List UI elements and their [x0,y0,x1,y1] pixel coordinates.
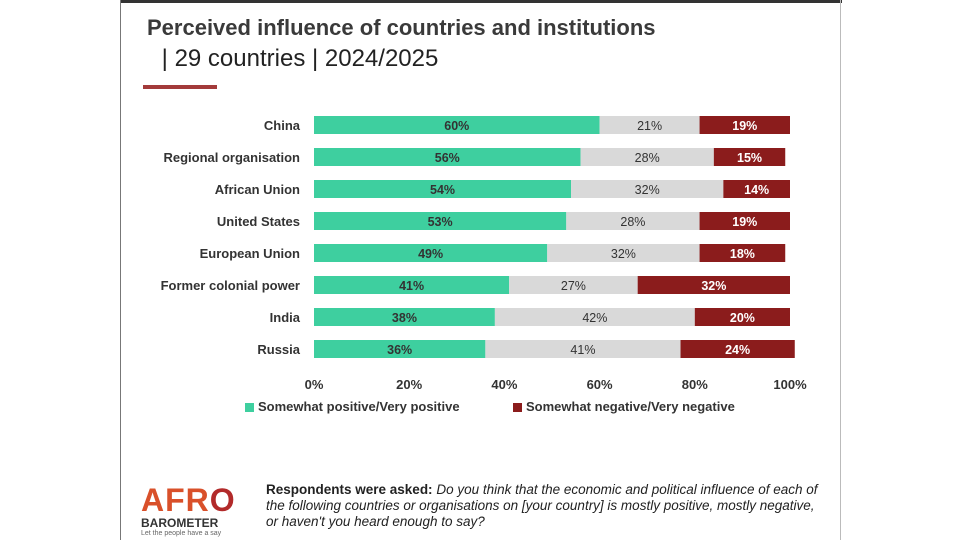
data-label: 14% [744,183,769,197]
bar-segment [699,244,786,262]
x-tick-label: 40% [491,377,517,392]
data-label: 19% [732,215,757,229]
category-label: India [270,310,301,325]
data-label: 21% [637,119,662,133]
bar-segment [566,212,700,230]
bar-segment [485,340,681,358]
legend-label-negative: Somewhat negative/Very negative [526,399,735,414]
bar-segment [580,148,714,166]
data-label: 32% [701,279,726,293]
data-label: 42% [582,311,607,325]
afrobarometer-logo: AFRO BAROMETER Let the people have a say [141,483,236,537]
bar-segment [314,308,495,326]
slide-right-edge [840,0,841,540]
data-label: 28% [635,151,660,165]
data-label: 19% [732,119,757,133]
chart-subtitle: | 29 countries | 2024/2025 [155,45,439,72]
data-label: 41% [399,279,424,293]
slide-left-edge [120,0,121,540]
top-border [120,0,842,3]
bar-segment [509,276,638,294]
chart-title: Perceived influence of countries and ins… [147,15,656,40]
x-tick-label: 0% [305,377,324,392]
x-tick-label: 80% [682,377,708,392]
data-label: 60% [444,119,469,133]
data-label: 54% [430,183,455,197]
title-accent-line [143,85,217,89]
bar-segment [637,276,790,294]
x-tick-label: 100% [773,377,807,392]
category-label: Russia [257,342,300,357]
bar-segment [314,116,600,134]
data-label: 38% [392,311,417,325]
x-tick-label: 60% [587,377,613,392]
legend-swatch-negative [513,402,522,412]
survey-question: Respondents were asked: Do you think tha… [266,482,826,530]
category-label: Regional organisation [163,150,300,165]
data-label: 15% [737,151,762,165]
data-label: 53% [428,215,453,229]
bar-segment [314,148,581,166]
bar-segment [314,212,567,230]
category-label: African Union [215,182,300,197]
bar-segment [680,340,795,358]
bar-segment [314,276,510,294]
legend-negative: Somewhat negative/Very negative [513,399,735,415]
data-label: 20% [730,311,755,325]
question-text: Do you think that the economic and polit… [266,482,818,529]
data-label: 32% [611,247,636,261]
legend-label-positive: Somewhat positive/Very positive [258,399,460,414]
category-label: United States [217,214,300,229]
category-label: European Union [200,246,300,261]
bar-segment [314,244,548,262]
bar-segment [694,308,790,326]
data-label: 41% [570,343,595,357]
data-label: 49% [418,247,443,261]
legend-positive: Somewhat positive/Very positive [245,399,460,415]
bar-segment [599,116,700,134]
data-label: 27% [561,279,586,293]
category-label: Former colonial power [161,278,300,293]
bar-segment [713,148,786,166]
category-label: China [264,118,301,133]
bar-segment [571,180,724,198]
question-label: Respondents were asked: [266,482,433,497]
bar-segment [314,180,572,198]
data-label: 24% [725,343,750,357]
bar-segment [723,180,790,198]
data-label: 18% [730,247,755,261]
legend-swatch-positive [245,402,254,412]
bar-segment [547,244,700,262]
data-label: 32% [635,183,660,197]
stacked-bar-chart: China 60% 21% 19% Regional organisation 56% 28… [161,116,807,392]
data-label: 56% [435,151,460,165]
bar-segment [699,212,790,230]
data-label: 36% [387,343,412,357]
x-tick-label: 20% [396,377,422,392]
data-label: 28% [620,215,645,229]
bar-segment [699,116,790,134]
bar-segment [494,308,695,326]
bar-segment [314,340,486,358]
